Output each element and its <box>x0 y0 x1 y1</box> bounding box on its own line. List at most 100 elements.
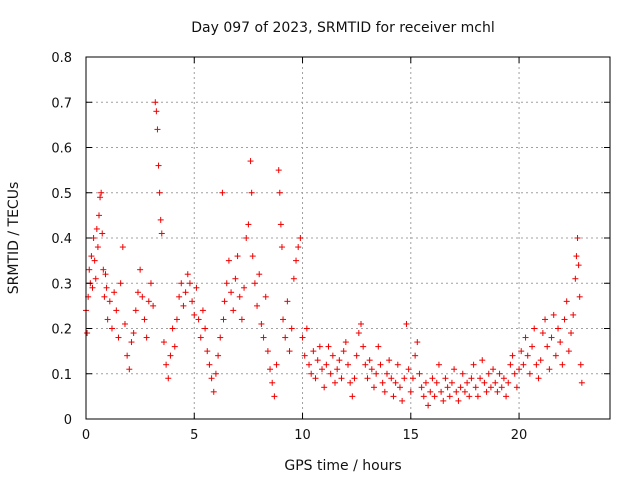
data-point <box>573 253 580 260</box>
data-point <box>336 357 343 364</box>
data-point <box>251 280 258 287</box>
data-point <box>529 343 536 350</box>
data-point <box>115 334 122 341</box>
data-point <box>238 316 245 323</box>
data-point <box>290 275 297 282</box>
data-point <box>539 330 546 337</box>
data-point <box>99 230 106 237</box>
data-point <box>524 352 531 359</box>
data-point <box>154 126 161 133</box>
data-point <box>399 397 406 404</box>
data-point <box>522 334 529 341</box>
y-axis-label: SRMTID / TECUs <box>6 182 22 295</box>
data-point <box>139 293 146 300</box>
data-point <box>280 316 287 323</box>
data-point <box>95 212 102 219</box>
data-point <box>282 334 289 341</box>
data-point <box>422 379 429 386</box>
data-point <box>487 384 494 391</box>
data-point <box>461 388 468 395</box>
data-point <box>119 244 126 251</box>
data-point <box>381 388 388 395</box>
data-point <box>448 379 455 386</box>
data-point <box>390 393 397 400</box>
data-point <box>102 271 109 278</box>
data-point <box>267 366 274 373</box>
data-point <box>366 357 373 364</box>
data-point <box>459 370 466 377</box>
x-axis-label: GPS time / hours <box>284 458 401 474</box>
data-point <box>472 384 479 391</box>
data-point <box>173 316 180 323</box>
data-point <box>269 379 276 386</box>
data-point <box>306 361 313 368</box>
data-point <box>351 375 358 382</box>
data-point <box>575 262 582 269</box>
chart-title: Day 097 of 2023, SRMTID for receiver mch… <box>191 20 495 36</box>
data-point <box>206 361 213 368</box>
data-point <box>157 216 164 223</box>
data-point <box>93 225 100 232</box>
data-point <box>167 352 174 359</box>
data-point <box>191 311 198 318</box>
data-point <box>220 316 227 323</box>
data-point <box>537 357 544 364</box>
data-point <box>299 334 306 341</box>
data-point <box>98 189 105 196</box>
data-point <box>199 307 206 314</box>
data-point <box>241 284 248 291</box>
data-point <box>470 361 477 368</box>
data-point <box>507 361 514 368</box>
data-point <box>455 397 462 404</box>
data-point <box>394 361 401 368</box>
data-point <box>342 339 349 346</box>
data-point <box>249 253 256 260</box>
data-point <box>347 379 354 386</box>
data-point <box>91 257 98 264</box>
data-point <box>158 230 165 237</box>
data-point <box>132 307 139 314</box>
data-point <box>221 298 228 305</box>
data-point <box>559 361 566 368</box>
data-point <box>349 393 356 400</box>
data-point <box>208 375 215 382</box>
data-point <box>383 370 390 377</box>
data-point <box>88 253 95 260</box>
data-point <box>500 375 507 382</box>
data-point <box>165 375 172 382</box>
data-point <box>137 266 144 273</box>
data-point <box>303 325 310 332</box>
data-point <box>373 370 380 377</box>
data-point <box>256 271 263 278</box>
data-point <box>418 384 425 391</box>
data-point <box>568 330 575 337</box>
data-point <box>468 375 475 382</box>
data-point <box>143 334 150 341</box>
data-point <box>171 343 178 350</box>
data-point <box>186 280 193 287</box>
data-point <box>479 357 486 364</box>
data-point <box>375 343 382 350</box>
data-point <box>182 289 189 296</box>
data-point <box>189 298 196 305</box>
data-point <box>368 366 375 373</box>
data-point <box>94 244 101 251</box>
data-point <box>329 352 336 359</box>
data-point <box>332 379 339 386</box>
data-point <box>277 221 284 228</box>
data-point <box>150 302 157 309</box>
data-point <box>180 302 187 309</box>
data-point <box>121 320 128 327</box>
data-point <box>503 393 510 400</box>
data-point <box>84 330 91 337</box>
data-point <box>555 325 562 332</box>
data-point <box>163 361 170 368</box>
data-point <box>392 379 399 386</box>
data-point <box>101 293 108 300</box>
data-point <box>323 361 330 368</box>
data-point <box>451 366 458 373</box>
axis-ticks <box>85 56 610 420</box>
data-point <box>160 339 167 346</box>
data-point <box>254 302 261 309</box>
data-point <box>414 339 421 346</box>
